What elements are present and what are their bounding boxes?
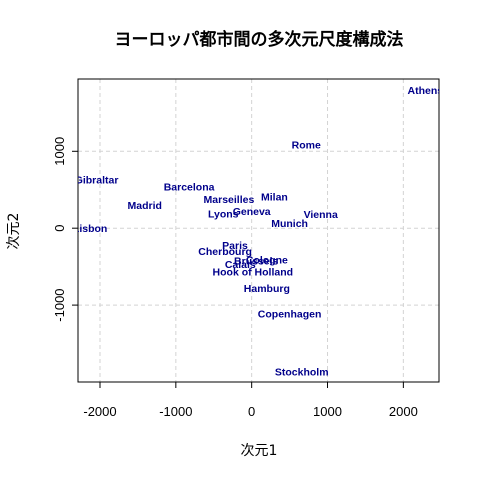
city-label-cologne: Cologne <box>246 255 288 267</box>
y-tick-label-1: 0 <box>52 225 67 232</box>
x-tick-label-0: -2000 <box>83 404 116 419</box>
chart-title: ヨーロッパ都市間の多次元尺度構成法 <box>115 29 404 50</box>
y-tick-label-2: 1000 <box>52 137 67 166</box>
y-tick-label-0: -1000 <box>52 288 67 321</box>
x-tick-label-3: 1000 <box>313 404 342 419</box>
city-label-rome: Rome <box>292 139 321 151</box>
y-axis-label: 次元2 <box>6 213 22 250</box>
city-label-copenhagen: Copenhagen <box>258 309 322 321</box>
grid-lines <box>78 79 439 382</box>
city-label-munich: Munich <box>271 218 308 230</box>
city-label-hook-of-holland: Hook of Holland <box>213 266 294 278</box>
plot-frame <box>77 78 440 383</box>
city-label-marseilles: Marseilles <box>204 194 255 206</box>
city-label-vienna: Vienna <box>304 209 338 221</box>
city-label-milan: Milan <box>261 192 288 204</box>
y-axis: -1000 0 1000 <box>52 137 78 322</box>
city-label-hamburg: Hamburg <box>244 283 290 295</box>
city-label-brussels: Brussels <box>234 255 279 267</box>
x-tick-label-2: 0 <box>248 404 255 419</box>
city-label-stockholm: Stockholm <box>275 367 329 379</box>
city-label-paris: Paris <box>222 240 248 252</box>
city-label-cherbourg: Cherbourg <box>198 246 252 258</box>
city-label-geneva: Geneva <box>233 206 271 218</box>
city-labels: AthensBarcelonaBrusselsCalaisCherbourgCo… <box>73 85 444 379</box>
x-axis: -2000 -1000 0 1000 2000 <box>83 382 418 419</box>
city-label-madrid: Madrid <box>128 200 162 212</box>
city-label-lyons: Lyons <box>208 209 239 221</box>
city-label-lisbon: Lisbon <box>73 223 107 235</box>
x-axis-label: 次元1 <box>241 443 278 459</box>
x-tick-label-1: -1000 <box>159 404 192 419</box>
city-label-calais: Calais <box>225 259 256 271</box>
x-tick-label-4: 2000 <box>389 404 418 419</box>
city-label-athens: Athens <box>408 85 444 97</box>
city-label-gibraltar: Gibraltar <box>75 175 119 187</box>
city-label-barcelona: Barcelona <box>164 181 215 193</box>
